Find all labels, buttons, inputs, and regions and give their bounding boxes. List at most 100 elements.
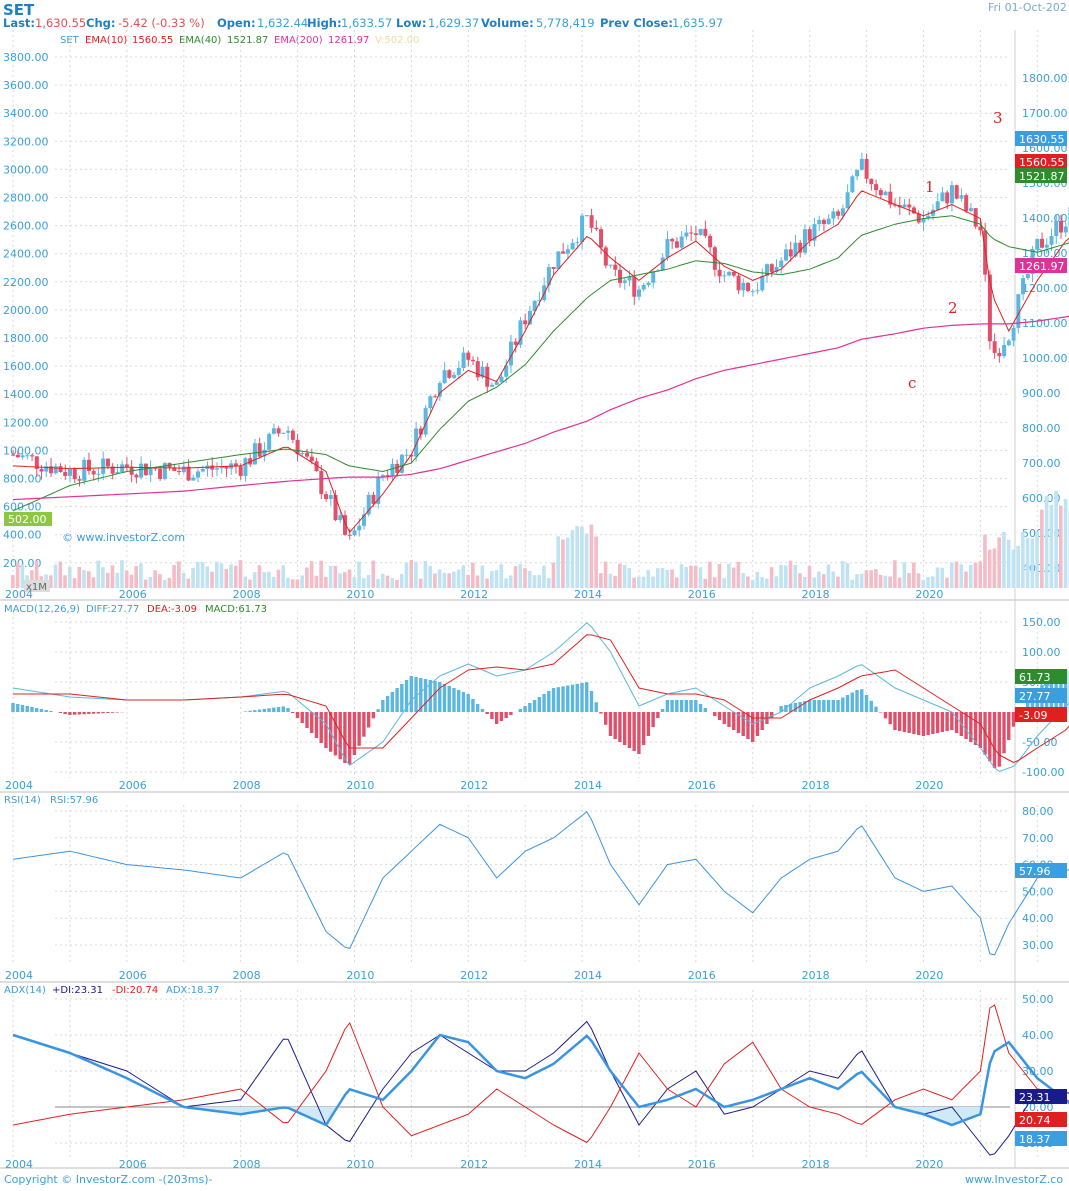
candle-body bbox=[684, 232, 689, 237]
candle-body bbox=[456, 367, 461, 375]
macd-histogram-bar bbox=[77, 712, 82, 715]
volume-bar bbox=[978, 561, 982, 588]
candle-body bbox=[561, 251, 566, 254]
volume-bar bbox=[940, 567, 945, 588]
volume-bar bbox=[584, 533, 589, 588]
volume-bar bbox=[551, 562, 556, 588]
candle-body bbox=[172, 467, 177, 472]
candle-body bbox=[584, 215, 589, 217]
candle-body bbox=[722, 275, 727, 277]
candle-body bbox=[53, 466, 58, 474]
x-axis-label: 2018 bbox=[802, 1158, 830, 1171]
volume-bar bbox=[262, 572, 267, 588]
candle-body bbox=[186, 466, 191, 481]
x1m-label: x1M bbox=[26, 582, 47, 593]
macd-histogram-bar bbox=[931, 712, 935, 734]
macd-histogram-bar bbox=[25, 706, 29, 712]
badge-rsi-bg bbox=[1015, 863, 1067, 878]
volume-bar bbox=[191, 567, 195, 588]
candle-body bbox=[252, 443, 257, 465]
volume-bar bbox=[622, 564, 627, 588]
volume-bar bbox=[214, 561, 219, 588]
macd-dea-line bbox=[13, 634, 1069, 764]
macd-histogram-bar bbox=[751, 712, 755, 742]
candle-body bbox=[11, 454, 16, 456]
volume-bar bbox=[954, 561, 959, 588]
macd-histogram-bar bbox=[286, 708, 290, 712]
x-axis-label: 2010 bbox=[346, 1158, 374, 1171]
macd-histogram-bar bbox=[257, 709, 262, 712]
macd-histogram-bar bbox=[428, 680, 432, 712]
volume-bar bbox=[992, 548, 997, 588]
rsi-value-legend: RSI:57.96 bbox=[50, 795, 98, 806]
macd-histogram-bar bbox=[110, 712, 115, 713]
volume-bar bbox=[888, 576, 892, 588]
x-axis-label: 2012 bbox=[460, 779, 488, 792]
x-axis-label: 2014 bbox=[574, 588, 602, 601]
price-right-tick-label: 1100.00 bbox=[1022, 317, 1068, 330]
candle-body bbox=[1035, 238, 1040, 250]
volume-bar bbox=[698, 567, 703, 588]
macd-histogram-bar bbox=[897, 712, 902, 731]
macd-histogram-bar bbox=[433, 681, 437, 712]
macd-histogram-bar bbox=[746, 712, 750, 739]
volume-bar bbox=[328, 565, 333, 588]
candle-body bbox=[30, 455, 35, 457]
x-axis-label: 2018 bbox=[802, 969, 830, 982]
candle-body bbox=[1021, 278, 1026, 295]
macd-histogram-bar bbox=[63, 712, 67, 714]
candle-body bbox=[271, 428, 276, 434]
candle-body bbox=[949, 185, 954, 204]
price-right-tick-label: 1000.00 bbox=[1022, 352, 1068, 365]
volume-bar bbox=[58, 561, 63, 588]
volume-bar bbox=[561, 539, 565, 588]
volume-bar bbox=[20, 564, 25, 588]
macd-histogram-bar bbox=[1002, 712, 1006, 754]
x-axis-label: 2010 bbox=[346, 779, 374, 792]
volume-bar bbox=[1044, 496, 1049, 588]
candle-body bbox=[698, 228, 703, 235]
price-left-tick-label: 800.00 bbox=[3, 473, 42, 486]
wave-annotation: c bbox=[908, 374, 916, 392]
candle-body bbox=[954, 185, 959, 199]
volume-bar bbox=[96, 560, 101, 588]
macd-histogram-bar bbox=[381, 700, 385, 712]
ema10-line bbox=[13, 190, 1069, 534]
volume-bar bbox=[613, 575, 617, 588]
volume-bar bbox=[570, 530, 575, 588]
volume-bar bbox=[480, 565, 485, 588]
candle-body bbox=[357, 525, 362, 531]
volume-bar bbox=[442, 572, 447, 588]
badge-pdi: 23.31 bbox=[1019, 1091, 1051, 1104]
macd-histogram-bar bbox=[267, 708, 271, 712]
candle-body bbox=[869, 178, 874, 185]
volume-bar bbox=[921, 579, 926, 588]
macd-diff-legend: DIFF:27.77 bbox=[86, 604, 139, 615]
volume-bar bbox=[869, 570, 873, 588]
volume-bar bbox=[181, 572, 186, 588]
candle-body bbox=[769, 264, 774, 272]
candle-body bbox=[926, 215, 931, 219]
badge-mdi-bg bbox=[1015, 1112, 1067, 1127]
candle-body bbox=[912, 207, 917, 214]
volume-bar bbox=[276, 569, 281, 588]
candle-body bbox=[267, 433, 272, 450]
volume-bar bbox=[248, 579, 252, 588]
volume-bar bbox=[850, 579, 854, 588]
candle-body bbox=[442, 370, 447, 384]
volume-bar bbox=[523, 568, 527, 588]
macd-histogram-bar bbox=[926, 712, 930, 735]
volume-bar bbox=[812, 577, 817, 588]
candle-body bbox=[703, 228, 708, 236]
volume-bar bbox=[717, 563, 722, 588]
candle-body bbox=[63, 471, 68, 476]
macd-histogram-bar bbox=[732, 712, 736, 730]
macd-histogram-bar bbox=[44, 710, 48, 712]
volume-bar bbox=[537, 575, 542, 588]
volume-bar bbox=[177, 561, 181, 588]
volume-bar bbox=[575, 526, 579, 588]
macd-histogram-bar bbox=[509, 712, 513, 715]
volume-bar bbox=[902, 562, 907, 588]
candle-body bbox=[821, 219, 826, 225]
header-open-value: 1,632.44 bbox=[257, 16, 308, 30]
